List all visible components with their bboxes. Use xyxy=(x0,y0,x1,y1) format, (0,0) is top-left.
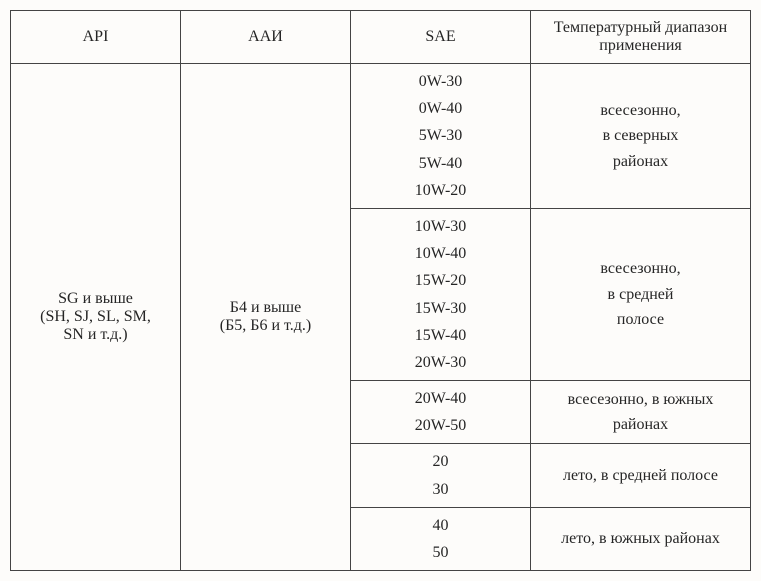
header-aai: ААИ xyxy=(181,11,351,64)
temp-line: всесезонно, xyxy=(537,98,744,124)
sae-value: 10W-30 xyxy=(357,213,524,240)
sae-cell-2: 20W-40 20W-50 xyxy=(351,381,531,444)
temp-line: лето, в средней полосе xyxy=(537,463,744,489)
sae-value: 50 xyxy=(357,539,524,566)
temp-cell-2: всесезонно, в южных районах xyxy=(531,381,751,444)
sae-cell-0: 0W-30 0W-40 5W-30 5W-40 10W-20 xyxy=(351,64,531,209)
temp-cell-4: лето, в южных районах xyxy=(531,507,751,570)
sae-value: 15W-20 xyxy=(357,267,524,294)
sae-value: 5W-40 xyxy=(357,150,524,177)
aai-cell: Б4 и выше (Б5, Б6 и т.д.) xyxy=(181,64,351,571)
table-header-row: API ААИ SAE Температурный диапазон приме… xyxy=(11,11,751,64)
sae-value: 15W-30 xyxy=(357,295,524,322)
temp-cell-0: всесезонно, в северных районах xyxy=(531,64,751,209)
temp-line: полосе xyxy=(537,307,744,333)
sae-value: 10W-40 xyxy=(357,240,524,267)
temp-line: районах xyxy=(537,149,744,175)
sae-value: 5W-30 xyxy=(357,122,524,149)
temp-cell-3: лето, в средней полосе xyxy=(531,444,751,507)
sae-cell-3: 20 30 xyxy=(351,444,531,507)
sae-value: 40 xyxy=(357,512,524,539)
aai-line2: (Б5, Б6 и т.д.) xyxy=(187,317,344,335)
temp-line: в средней xyxy=(537,282,744,308)
sae-value: 10W-20 xyxy=(357,177,524,204)
sae-value: 20 xyxy=(357,448,524,475)
sae-value: 0W-30 xyxy=(357,68,524,95)
temp-line: районах xyxy=(537,412,744,438)
sae-value: 20W-40 xyxy=(357,385,524,412)
temp-line: лето, в южных районах xyxy=(537,526,744,552)
header-api: API xyxy=(11,11,181,64)
aai-line1: Б4 и выше xyxy=(187,299,344,317)
api-line3: SN и т.д.) xyxy=(17,326,174,344)
api-line1: SG и выше xyxy=(17,290,174,308)
sae-value: 0W-40 xyxy=(357,95,524,122)
api-line2: (SH, SJ, SL, SM, xyxy=(17,308,174,326)
temp-line: всесезонно, xyxy=(537,256,744,282)
sae-value: 20W-50 xyxy=(357,412,524,439)
sae-cell-1: 10W-30 10W-40 15W-20 15W-30 15W-40 20W-3… xyxy=(351,208,531,380)
temp-line: всесезонно, в южных xyxy=(537,387,744,413)
temp-line: в северных xyxy=(537,123,744,149)
header-sae: SAE xyxy=(351,11,531,64)
sae-value: 20W-30 xyxy=(357,349,524,376)
header-temp: Температурный диапазон применения xyxy=(531,11,751,64)
sae-value: 15W-40 xyxy=(357,322,524,349)
temp-cell-1: всесезонно, в средней полосе xyxy=(531,208,751,380)
oil-spec-table: API ААИ SAE Температурный диапазон приме… xyxy=(10,10,751,571)
sae-value: 30 xyxy=(357,476,524,503)
table-row: SG и выше (SH, SJ, SL, SM, SN и т.д.) Б4… xyxy=(11,64,751,209)
api-cell: SG и выше (SH, SJ, SL, SM, SN и т.д.) xyxy=(11,64,181,571)
sae-cell-4: 40 50 xyxy=(351,507,531,570)
